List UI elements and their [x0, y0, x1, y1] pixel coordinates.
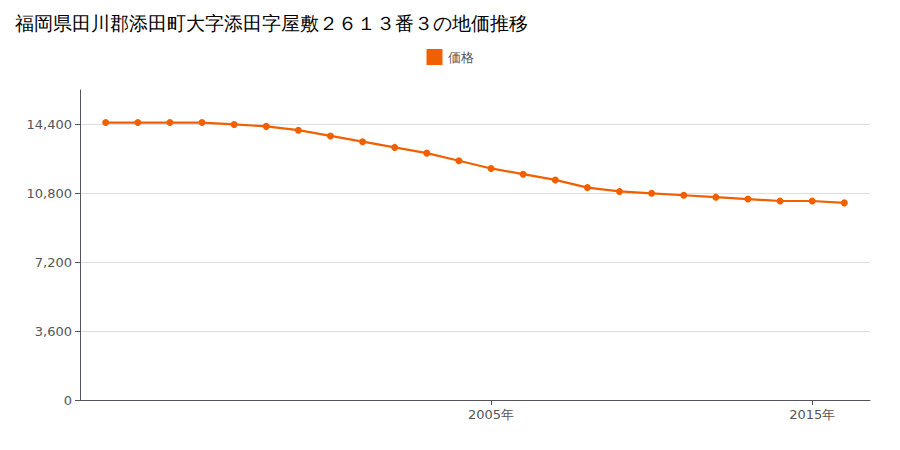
svg-text:14,400: 14,400: [27, 117, 73, 132]
svg-text:0: 0: [64, 393, 72, 408]
svg-text:福岡県田川郡添田町大字添田字屋敷２６１３番３の地価推移: 福岡県田川郡添田町大字添田字屋敷２６１３番３の地価推移: [15, 12, 528, 34]
svg-text:2015年: 2015年: [789, 407, 835, 422]
svg-text:3,600: 3,600: [35, 324, 72, 339]
svg-text:2005年: 2005年: [468, 407, 514, 422]
svg-text:7,200: 7,200: [35, 255, 72, 270]
svg-text:価格: 価格: [448, 50, 474, 65]
svg-text:10,800: 10,800: [27, 186, 73, 201]
